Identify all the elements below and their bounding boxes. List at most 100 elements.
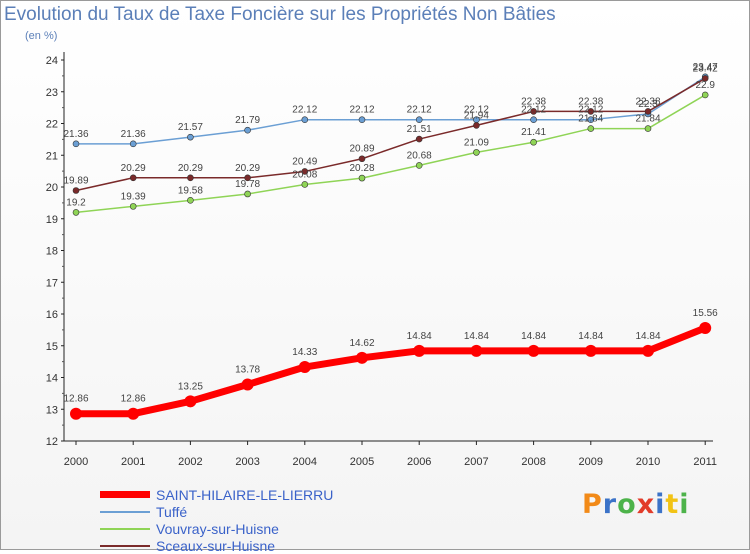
x-tick-label: 2004 [293, 456, 317, 468]
y-tick-label: 12 [46, 436, 58, 448]
data-point [701, 75, 709, 82]
data-label: 12.86 [121, 394, 146, 405]
data-point [470, 344, 483, 357]
data-point [129, 140, 137, 148]
data-point [244, 174, 251, 182]
data-label: 19.78 [235, 179, 260, 190]
y-tick-label: 19 [46, 214, 58, 226]
data-point [644, 108, 652, 115]
y-tick-label: 21 [46, 150, 58, 162]
data-label: 20.29 [235, 163, 260, 174]
data-labels: 21.36 21.36 21.57 21.79 22.12 22.12 22.12 22.12… [63, 62, 718, 405]
unit-label: (en %) [25, 30, 58, 42]
data-point [127, 407, 140, 420]
data-label: 21.84 [635, 114, 660, 125]
data-label: 19.89 [63, 175, 88, 186]
data-label: 14.33 [292, 347, 317, 358]
legend-label: SAINT-HILAIRE-LE-LIERRU [156, 486, 334, 503]
x-tick-label: 2009 [579, 456, 603, 468]
x-tick-label: 2005 [350, 456, 374, 468]
data-label: 14.84 [521, 331, 546, 342]
data-point [415, 162, 423, 169]
data-label: 14.84 [464, 331, 489, 342]
data-point [584, 344, 597, 357]
data-label: 22.12 [407, 105, 432, 116]
data-point [587, 108, 595, 115]
x-tick-label: 2011 [693, 456, 717, 468]
x-tick-label: 2001 [121, 456, 145, 468]
data-point [241, 378, 254, 391]
data-label: 12.86 [63, 394, 88, 405]
data-label: 14.62 [349, 338, 374, 349]
logo-letter: t [665, 489, 680, 520]
data-label: 15.56 [693, 308, 718, 319]
data-point [473, 122, 480, 129]
data-point [415, 116, 423, 123]
series-line [75, 77, 706, 192]
data-point [244, 126, 251, 134]
data-point [301, 116, 309, 123]
data-point [187, 197, 194, 204]
y-tick-label: 18 [46, 246, 58, 258]
data-label: 21.09 [464, 137, 489, 148]
y-tick-label: 14 [46, 373, 58, 385]
data-label: 22.12 [578, 105, 603, 116]
data-label: 19.39 [121, 191, 146, 202]
legend: SAINT-HILAIRE-LE-LIERRU Tuffé Vouvray-sur-… [100, 486, 333, 554]
data-point [527, 344, 540, 357]
data-label: 20.29 [178, 163, 203, 174]
data-label: 22.38 [635, 96, 660, 107]
data-point [413, 344, 426, 357]
data-point [473, 149, 480, 156]
data-point [530, 108, 537, 115]
series-3 [72, 91, 709, 216]
logo-letter: r [602, 489, 618, 520]
series-layer [70, 73, 712, 420]
logo-letter: i [655, 489, 666, 520]
data-point [644, 125, 652, 132]
logo-letter: i [679, 489, 690, 520]
x-tick-label: 2002 [178, 456, 202, 468]
legend-label: Vouvray-sur-Huisne [156, 520, 279, 537]
data-label: 21.57 [178, 122, 203, 133]
axes: 12 13 14 15 16 17 18 19 20 21 22 23 24 2000 2001 2002 20… [46, 52, 717, 468]
data-label: 14.84 [578, 331, 603, 342]
data-label: 13.78 [235, 364, 260, 375]
data-label: 22.3 [638, 99, 658, 110]
data-point [358, 155, 366, 163]
data-point [72, 209, 80, 216]
data-label: 21.51 [407, 124, 432, 135]
legend-item: Sceaux-sur-Huisne [100, 537, 333, 554]
y-tick-label: 24 [46, 55, 58, 67]
data-point [298, 361, 311, 374]
data-label: 22.12 [464, 105, 489, 116]
data-label: 23.47 [693, 62, 718, 73]
data-label: 14.84 [635, 331, 660, 342]
y-tick-label: 16 [46, 309, 58, 321]
x-tick-label: 2000 [64, 456, 88, 468]
data-point [358, 174, 366, 182]
data-label: 20.49 [292, 156, 317, 167]
data-label: 20.68 [407, 150, 432, 161]
x-tick-label: 2008 [521, 456, 545, 468]
legend-item: Tuffé [100, 503, 333, 520]
data-label: 21.36 [121, 129, 146, 140]
data-label: 19.58 [178, 185, 203, 196]
legend-swatch [100, 544, 150, 547]
series-line [75, 76, 706, 145]
legend-item: Vouvray-sur-Huisne [100, 520, 333, 537]
legend-swatch [100, 491, 150, 498]
logo-letter: o [617, 489, 637, 520]
data-point [642, 344, 654, 357]
data-label: 20.29 [121, 163, 146, 174]
y-tick-label: 23 [46, 87, 58, 99]
legend-swatch [100, 510, 150, 513]
x-tick-label: 2010 [636, 456, 660, 468]
logo-letter: P [582, 489, 603, 520]
data-label: 22.12 [292, 105, 317, 116]
data-label: 13.25 [178, 381, 203, 392]
data-label: 21.41 [521, 127, 546, 138]
legend-swatch [100, 527, 150, 530]
data-label: 21.94 [464, 110, 489, 121]
y-tick-label: 13 [46, 404, 58, 416]
